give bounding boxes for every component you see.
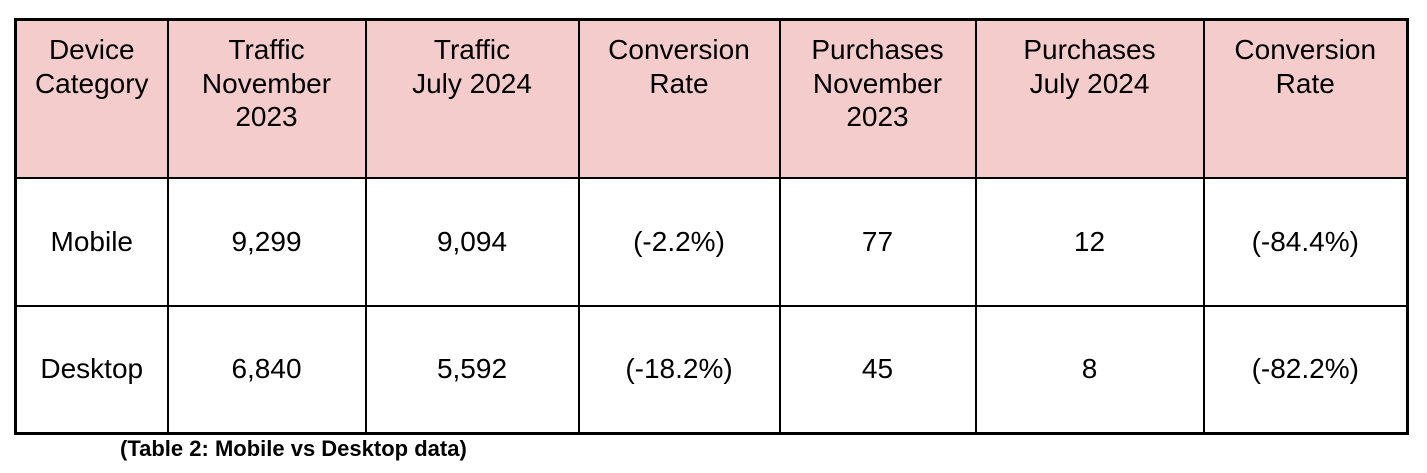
cell-desktop-traffic-conversion-rate: (-18.2%) bbox=[577, 304, 781, 435]
table-row-mobile: Mobile 9,299 9,094 (-2.2%) 77 12 (-84.4%… bbox=[14, 176, 1409, 307]
column-header-device-category: Device Category bbox=[14, 18, 169, 179]
header-row: Device Category Traffic November 2023 Tr… bbox=[14, 18, 1409, 179]
cell-desktop-purchases-july-2024: 8 bbox=[974, 304, 1205, 435]
mobile-vs-desktop-table: Device Category Traffic November 2023 Tr… bbox=[14, 18, 1409, 435]
cell-desktop-purchases-nov-2023: 45 bbox=[778, 304, 977, 435]
column-header-conversion-rate-traffic: Conversion Rate bbox=[577, 18, 781, 179]
column-header-traffic-november-2023: Traffic November 2023 bbox=[166, 18, 367, 179]
cell-desktop-traffic-july-2024: 5,592 bbox=[364, 304, 580, 435]
column-header-traffic-july-2024: Traffic July 2024 bbox=[364, 18, 580, 179]
column-header-conversion-rate-purchases: Conversion Rate bbox=[1202, 18, 1409, 179]
cell-mobile-device: Mobile bbox=[14, 176, 169, 307]
cell-mobile-purchases-conversion-rate: (-84.4%) bbox=[1202, 176, 1409, 307]
column-header-purchases-november-2023: Purchases November 2023 bbox=[778, 18, 977, 179]
cell-mobile-purchases-july-2024: 12 bbox=[974, 176, 1205, 307]
cell-desktop-device: Desktop bbox=[14, 304, 169, 435]
cell-mobile-traffic-conversion-rate: (-2.2%) bbox=[577, 176, 781, 307]
column-header-purchases-july-2024: Purchases July 2024 bbox=[974, 18, 1205, 179]
cell-desktop-traffic-nov-2023: 6,840 bbox=[166, 304, 367, 435]
cell-desktop-purchases-conversion-rate: (-82.2%) bbox=[1202, 304, 1409, 435]
cell-mobile-traffic-nov-2023: 9,299 bbox=[166, 176, 367, 307]
cell-mobile-purchases-nov-2023: 77 bbox=[778, 176, 977, 307]
table-row-desktop: Desktop 6,840 5,592 (-18.2%) 45 8 (-82.2… bbox=[14, 304, 1409, 435]
table-caption: (Table 2: Mobile vs Desktop data) bbox=[120, 436, 467, 461]
cell-mobile-traffic-july-2024: 9,094 bbox=[364, 176, 580, 307]
